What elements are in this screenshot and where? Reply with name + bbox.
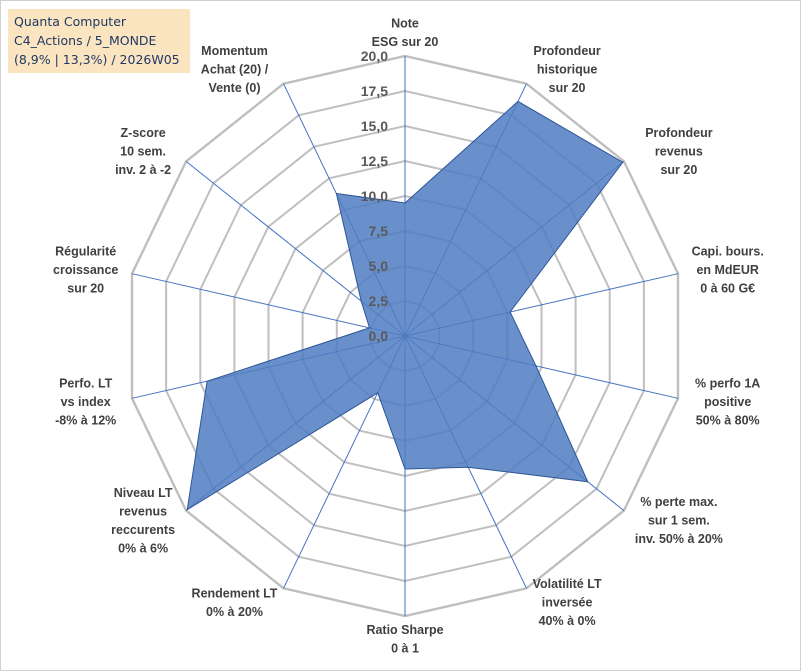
axis-label: 10 sem. <box>120 144 166 158</box>
axis-label: sur 20 <box>67 282 104 296</box>
axis-label: Note <box>391 17 419 31</box>
axis-label: 40% à 0% <box>539 614 596 628</box>
info-category: C4_Actions / 5_MONDE <box>14 33 157 48</box>
info-box: Quanta Computer C4_Actions / 5_MONDE (8,… <box>8 9 190 73</box>
axis-label: % perfo 1A <box>695 376 760 390</box>
axis-label: Volatilité LT <box>533 577 602 591</box>
axis-label: 0 à 1 <box>391 642 419 656</box>
axis-label: Capi. bours. <box>692 245 764 259</box>
tick-label: 20,0 <box>361 48 388 64</box>
tick-labels: 0,0 2,5 5,0 7,5 10,0 12,5 15,0 17,5 20,0 <box>361 48 388 344</box>
tick-label: 10,0 <box>361 188 388 204</box>
axis-label: ESG sur 20 <box>372 35 439 49</box>
axis-label: Momentum <box>201 44 268 58</box>
tick-label: 17,5 <box>361 83 388 99</box>
tick-label: 7,5 <box>369 223 389 239</box>
axis-label: Niveau LT <box>114 486 173 500</box>
axis-label: sur 20 <box>660 163 697 177</box>
axis-label: vs index <box>61 395 111 409</box>
axis-label: en MdEUR <box>696 263 759 277</box>
axis-label: Achat (20) / <box>201 62 269 76</box>
tick-label: 2,5 <box>369 293 389 309</box>
axis-spoke <box>131 273 406 337</box>
axis-label: Rendement LT <box>192 586 278 600</box>
axis-label: 0% à 20% <box>206 605 263 619</box>
axis-label: Z-score <box>121 126 166 140</box>
tick-label: 12,5 <box>361 153 388 169</box>
axis-label: Régularité <box>55 245 116 259</box>
axis-label: inversée <box>542 596 593 610</box>
axis-label: 0% à 6% <box>118 541 168 555</box>
axis-label: Ratio Sharpe <box>366 623 443 637</box>
axis-label: reccurents <box>111 523 175 537</box>
axis-label: -8% à 12% <box>55 413 116 427</box>
axis-label: 0 à 60 G€ <box>700 282 755 296</box>
axis-label: revenus <box>119 504 167 518</box>
data-series-area <box>186 100 624 511</box>
axis-label: % perte max. <box>640 495 717 509</box>
axis-label: croissance <box>53 263 118 277</box>
axis-label: sur 20 <box>549 81 586 95</box>
axis-label: inv. 2 à -2 <box>115 163 171 177</box>
axis-label: 50% à 80% <box>696 413 760 427</box>
tick-label: 5,0 <box>369 258 389 274</box>
axis-label: historique <box>537 62 597 76</box>
axis-label: sur 1 sem. <box>648 514 710 528</box>
axis-label: Profondeur <box>645 126 712 140</box>
axis-label: Vente (0) <box>208 81 260 95</box>
tick-label: 0,0 <box>369 328 389 344</box>
axis-label: inv. 50% à 20% <box>635 532 723 546</box>
axis-labels: Note ESG sur 20 Profondeur historique sur 20… <box>53 17 764 656</box>
axis-label: positive <box>704 395 751 409</box>
tick-label: 15,0 <box>361 118 388 134</box>
axis-label: revenus <box>655 144 703 158</box>
info-company-name: Quanta Computer <box>14 14 127 29</box>
info-stats: (8,9% | 13,3%) / 2026W05 <box>14 52 180 67</box>
axis-label: Profondeur <box>533 44 600 58</box>
axis-label: Perfo. LT <box>59 376 113 390</box>
